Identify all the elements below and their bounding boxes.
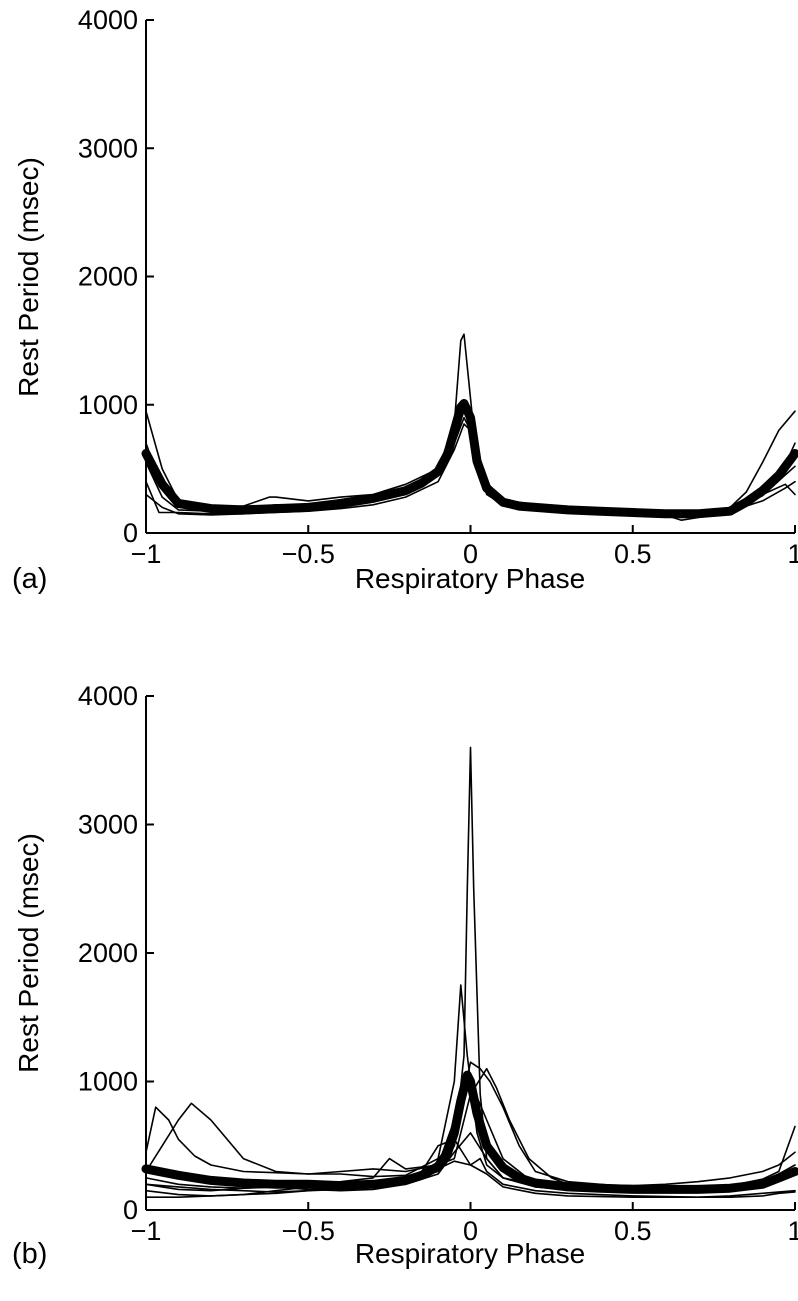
panel-label-a: (a) — [12, 563, 47, 595]
mean-series-line — [141, 399, 798, 519]
y-tick-label: 3000 — [78, 133, 138, 163]
panel-a: 0 1000 2000 3000 4000 −1 −0.5 0 0.5 1 Respirator… — [12, 5, 798, 595]
trial-series-line — [145, 1160, 796, 1198]
y-tick-label: 3000 — [78, 810, 138, 840]
x-tick-label: −0.5 — [282, 1216, 335, 1246]
x-tick-label: 0 — [463, 1216, 478, 1246]
x-tick-label: −1 — [131, 1216, 162, 1246]
tick-marks — [145, 19, 796, 534]
series-group — [141, 746, 798, 1198]
x-tick-label: 0.5 — [614, 1216, 652, 1246]
y-tick-label: 1000 — [78, 1067, 138, 1097]
trial-series-line — [145, 746, 796, 1193]
y-tick-labels: 0 1000 2000 3000 4000 — [78, 681, 138, 1225]
x-tick-label: −0.5 — [282, 539, 335, 569]
y-tick-label: 0 — [123, 1195, 138, 1225]
mean-series-line — [141, 1070, 798, 1194]
x-tick-label: −1 — [131, 539, 162, 569]
series-group — [141, 333, 798, 522]
x-tick-labels: −1 −0.5 0 0.5 1 — [131, 1216, 798, 1246]
y-tick-label: 4000 — [78, 5, 138, 35]
y-tick-labels: 0 1000 2000 3000 4000 — [78, 5, 138, 548]
x-tick-labels: −1 −0.5 0 0.5 1 — [131, 539, 798, 569]
y-tick-label: 2000 — [78, 262, 138, 292]
y-axis-label: Rest Period (msec) — [13, 157, 44, 397]
y-tick-label: 0 — [123, 518, 138, 548]
x-tick-label: 0.5 — [614, 539, 652, 569]
tick-marks — [145, 695, 796, 1211]
x-axis-label: Respiratory Phase — [355, 563, 585, 594]
y-axis-label: Rest Period (msec) — [13, 833, 44, 1073]
y-tick-label: 1000 — [78, 390, 138, 420]
panel-b: 0 1000 2000 3000 4000 −1 −0.5 0 0.5 1 Respirator… — [12, 681, 798, 1270]
x-tick-label: 1 — [787, 1216, 798, 1246]
x-tick-label: 1 — [787, 539, 798, 569]
x-tick-label: 0 — [463, 539, 478, 569]
y-tick-label: 4000 — [78, 681, 138, 711]
x-axis-label: Respiratory Phase — [355, 1238, 585, 1269]
y-tick-label: 2000 — [78, 938, 138, 968]
panel-label-b: (b) — [12, 1238, 47, 1270]
